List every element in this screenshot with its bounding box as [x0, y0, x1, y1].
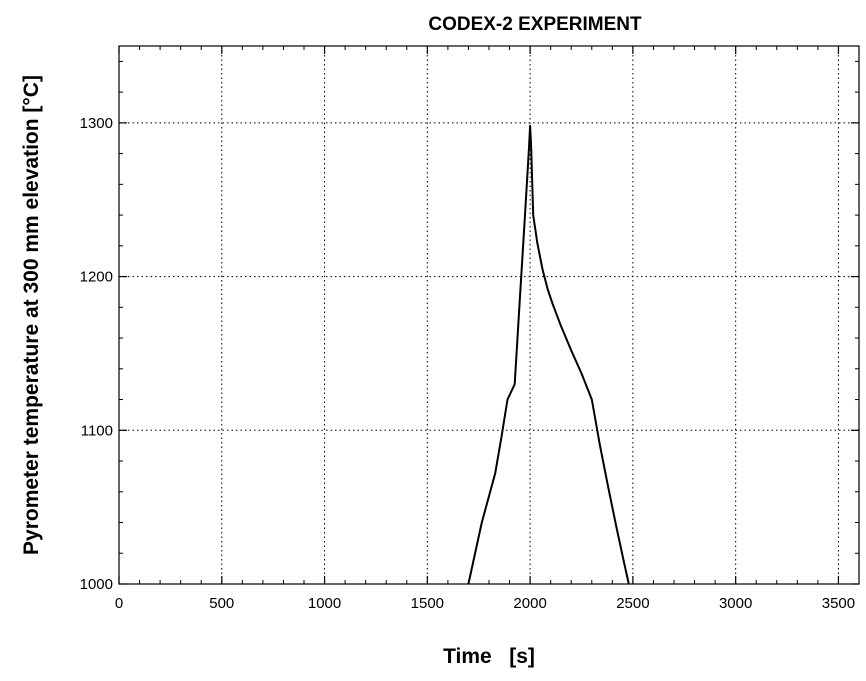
plot-frame — [118, 45, 860, 585]
x-tick-label: 3000 — [719, 595, 752, 612]
x-tick-label: 1500 — [411, 595, 444, 612]
y-tick-label: 1100 — [81, 422, 113, 439]
x-tick-label: 0 — [115, 595, 123, 612]
grid-lines — [119, 46, 859, 584]
x-tick-label: 3500 — [822, 595, 855, 612]
series-layer — [467, 124, 630, 585]
x-tick-labels: 0 500 1000 1500 2000 2500 3000 3500 — [115, 595, 855, 612]
x-tick-label: 2500 — [616, 595, 649, 612]
axis-ticks — [118, 46, 859, 585]
x-axis-label: Time [s] — [443, 645, 535, 668]
y-axis-label: Pyrometer temperature at 300 mm elevatio… — [20, 75, 43, 555]
y-tick-labels: 1000 1100 1200 1300 — [80, 115, 113, 593]
chart-title: CODEX-2 EXPERIMENT — [428, 14, 642, 35]
y-tick-label: 1300 — [80, 115, 113, 132]
x-tick-label: 2000 — [513, 595, 546, 612]
x-tick-label: 500 — [209, 595, 234, 612]
series-line — [467, 124, 630, 585]
x-tick-label: 1000 — [308, 595, 341, 612]
y-tick-label: 1200 — [80, 269, 113, 286]
y-tick-label: 1000 — [80, 576, 113, 593]
